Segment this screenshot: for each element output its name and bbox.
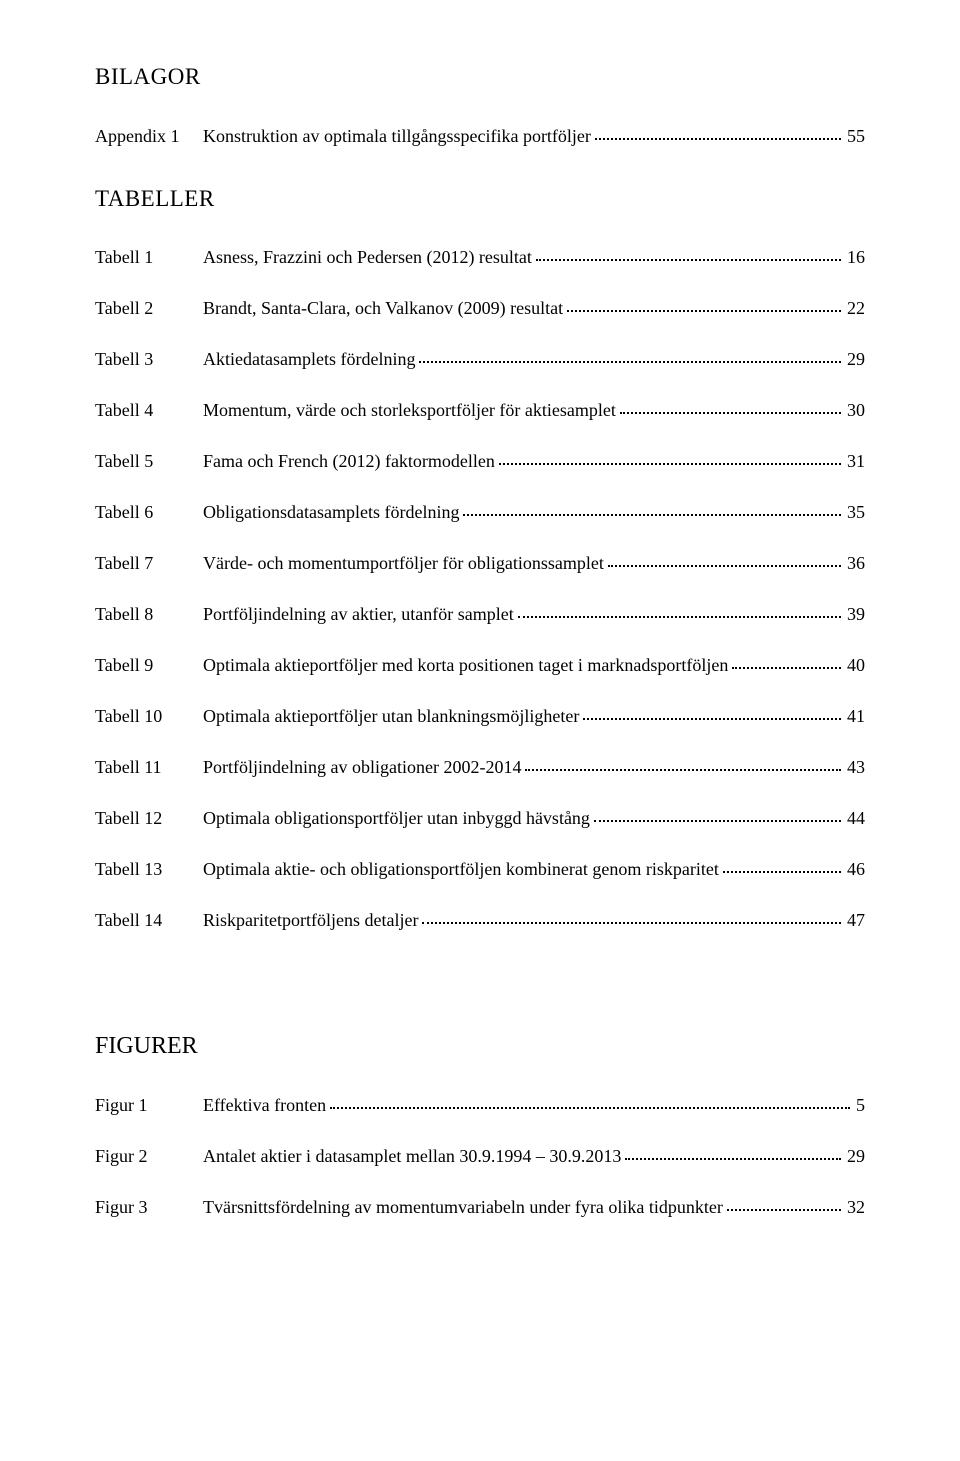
- toc-page: 31: [845, 448, 865, 475]
- toc-dots: [525, 753, 841, 771]
- toc-label: Appendix 1: [95, 123, 203, 150]
- toc-row: Tabell 7 Värde- och momentumportföljer f…: [95, 550, 865, 577]
- toc-dots: [723, 855, 841, 873]
- toc-dots: [422, 906, 841, 924]
- toc-dots: [595, 122, 841, 140]
- toc-row: Appendix 1 Konstruktion av optimala till…: [95, 123, 865, 150]
- toc-row: Tabell 6 Obligationsdatasamplets fördeln…: [95, 499, 865, 526]
- toc-label: Tabell 2: [95, 295, 203, 322]
- toc-label: Tabell 4: [95, 397, 203, 424]
- toc-dots: [499, 447, 841, 465]
- toc-label: Tabell 6: [95, 499, 203, 526]
- toc-row: Tabell 8 Portföljindelning av aktier, ut…: [95, 601, 865, 628]
- toc-page: 32: [845, 1194, 865, 1221]
- toc-dots: [620, 396, 841, 414]
- toc-label: Tabell 1: [95, 244, 203, 271]
- toc-label: Tabell 9: [95, 652, 203, 679]
- toc-label: Tabell 10: [95, 703, 203, 730]
- toc-dots: [330, 1091, 850, 1109]
- toc-row: Tabell 12 Optimala obligationsportföljer…: [95, 805, 865, 832]
- toc-title: Portföljindelning av obligationer 2002-2…: [203, 754, 521, 781]
- toc-page: 55: [845, 123, 865, 150]
- toc-title: Riskparitetportföljens detaljer: [203, 907, 418, 934]
- toc-page: 22: [845, 295, 865, 322]
- toc-page: 29: [845, 1143, 865, 1170]
- toc-row: Tabell 3 Aktiedatasamplets fördelning 29: [95, 346, 865, 373]
- toc-page: 5: [854, 1092, 865, 1119]
- section-heading-figurer: FIGURER: [95, 1028, 865, 1064]
- toc-title: Fama och French (2012) faktormodellen: [203, 448, 495, 475]
- toc-label: Tabell 14: [95, 907, 203, 934]
- toc-page: 43: [845, 754, 865, 781]
- toc-label: Tabell 7: [95, 550, 203, 577]
- toc-label: Figur 1: [95, 1092, 203, 1119]
- toc-page: 39: [845, 601, 865, 628]
- toc-dots: [536, 243, 841, 261]
- toc-row: Tabell 9 Optimala aktieportföljer med ko…: [95, 652, 865, 679]
- toc-row: Figur 3 Tvärsnittsfördelning av momentum…: [95, 1194, 865, 1221]
- toc-title: Optimala aktieportföljer utan blanknings…: [203, 703, 579, 730]
- toc-page: 36: [845, 550, 865, 577]
- toc-title: Aktiedatasamplets fördelning: [203, 346, 415, 373]
- toc-dots: [625, 1142, 841, 1160]
- toc-dots: [608, 549, 841, 567]
- section-heading-bilagor: BILAGOR: [95, 60, 865, 95]
- toc-title: Tvärsnittsfördelning av momentumvariabel…: [203, 1194, 723, 1221]
- toc-label: Figur 3: [95, 1194, 203, 1221]
- toc-dots: [518, 600, 841, 618]
- toc-title: Asness, Frazzini och Pedersen (2012) res…: [203, 244, 532, 271]
- toc-page: 40: [845, 652, 865, 679]
- toc-title: Optimala aktie- och obligationsportfölje…: [203, 856, 719, 883]
- toc-title: Optimala aktieportföljer med korta posit…: [203, 652, 728, 679]
- toc-page: 16: [845, 244, 865, 271]
- toc-row: Tabell 4 Momentum, värde och storlekspor…: [95, 397, 865, 424]
- toc-label: Tabell 13: [95, 856, 203, 883]
- toc-dots: [583, 702, 841, 720]
- toc-page: 30: [845, 397, 865, 424]
- toc-title: Optimala obligationsportföljer utan inby…: [203, 805, 590, 832]
- toc-label: Figur 2: [95, 1143, 203, 1170]
- toc-row: Figur 1 Effektiva fronten 5: [95, 1092, 865, 1119]
- section-heading-tabeller: TABELLER: [95, 182, 865, 217]
- toc-dots: [732, 651, 841, 669]
- toc-title: Antalet aktier i datasamplet mellan 30.9…: [203, 1143, 621, 1170]
- toc-page: 41: [845, 703, 865, 730]
- toc-row: Tabell 11 Portföljindelning av obligatio…: [95, 754, 865, 781]
- toc-row: Tabell 13 Optimala aktie- och obligation…: [95, 856, 865, 883]
- toc-title: Konstruktion av optimala tillgångsspecif…: [203, 123, 591, 150]
- toc-title: Värde- och momentumportföljer för obliga…: [203, 550, 604, 577]
- toc-row: Tabell 1 Asness, Frazzini och Pedersen (…: [95, 244, 865, 271]
- toc-title: Momentum, värde och storleksportföljer f…: [203, 397, 616, 424]
- toc-title: Obligationsdatasamplets fördelning: [203, 499, 459, 526]
- toc-row: Tabell 14 Riskparitetportföljens detalje…: [95, 907, 865, 934]
- toc-page: 47: [845, 907, 865, 934]
- toc-dots: [727, 1193, 841, 1211]
- toc-label: Tabell 11: [95, 754, 203, 781]
- toc-label: Tabell 3: [95, 346, 203, 373]
- toc-dots: [463, 498, 841, 516]
- toc-row: Tabell 5 Fama och French (2012) faktormo…: [95, 448, 865, 475]
- toc-row: Tabell 2 Brandt, Santa-Clara, och Valkan…: [95, 295, 865, 322]
- toc-label: Tabell 12: [95, 805, 203, 832]
- toc-row: Tabell 10 Optimala aktieportföljer utan …: [95, 703, 865, 730]
- toc-title: Brandt, Santa-Clara, och Valkanov (2009)…: [203, 295, 563, 322]
- toc-page: 46: [845, 856, 865, 883]
- toc-label: Tabell 8: [95, 601, 203, 628]
- toc-page: 29: [845, 346, 865, 373]
- toc-label: Tabell 5: [95, 448, 203, 475]
- toc-title: Portföljindelning av aktier, utanför sam…: [203, 601, 514, 628]
- toc-dots: [594, 804, 841, 822]
- toc-row: Figur 2 Antalet aktier i datasamplet mel…: [95, 1143, 865, 1170]
- toc-page: 44: [845, 805, 865, 832]
- toc-page: 35: [845, 499, 865, 526]
- toc-dots: [419, 345, 841, 363]
- toc-dots: [567, 294, 841, 312]
- toc-title: Effektiva fronten: [203, 1092, 326, 1119]
